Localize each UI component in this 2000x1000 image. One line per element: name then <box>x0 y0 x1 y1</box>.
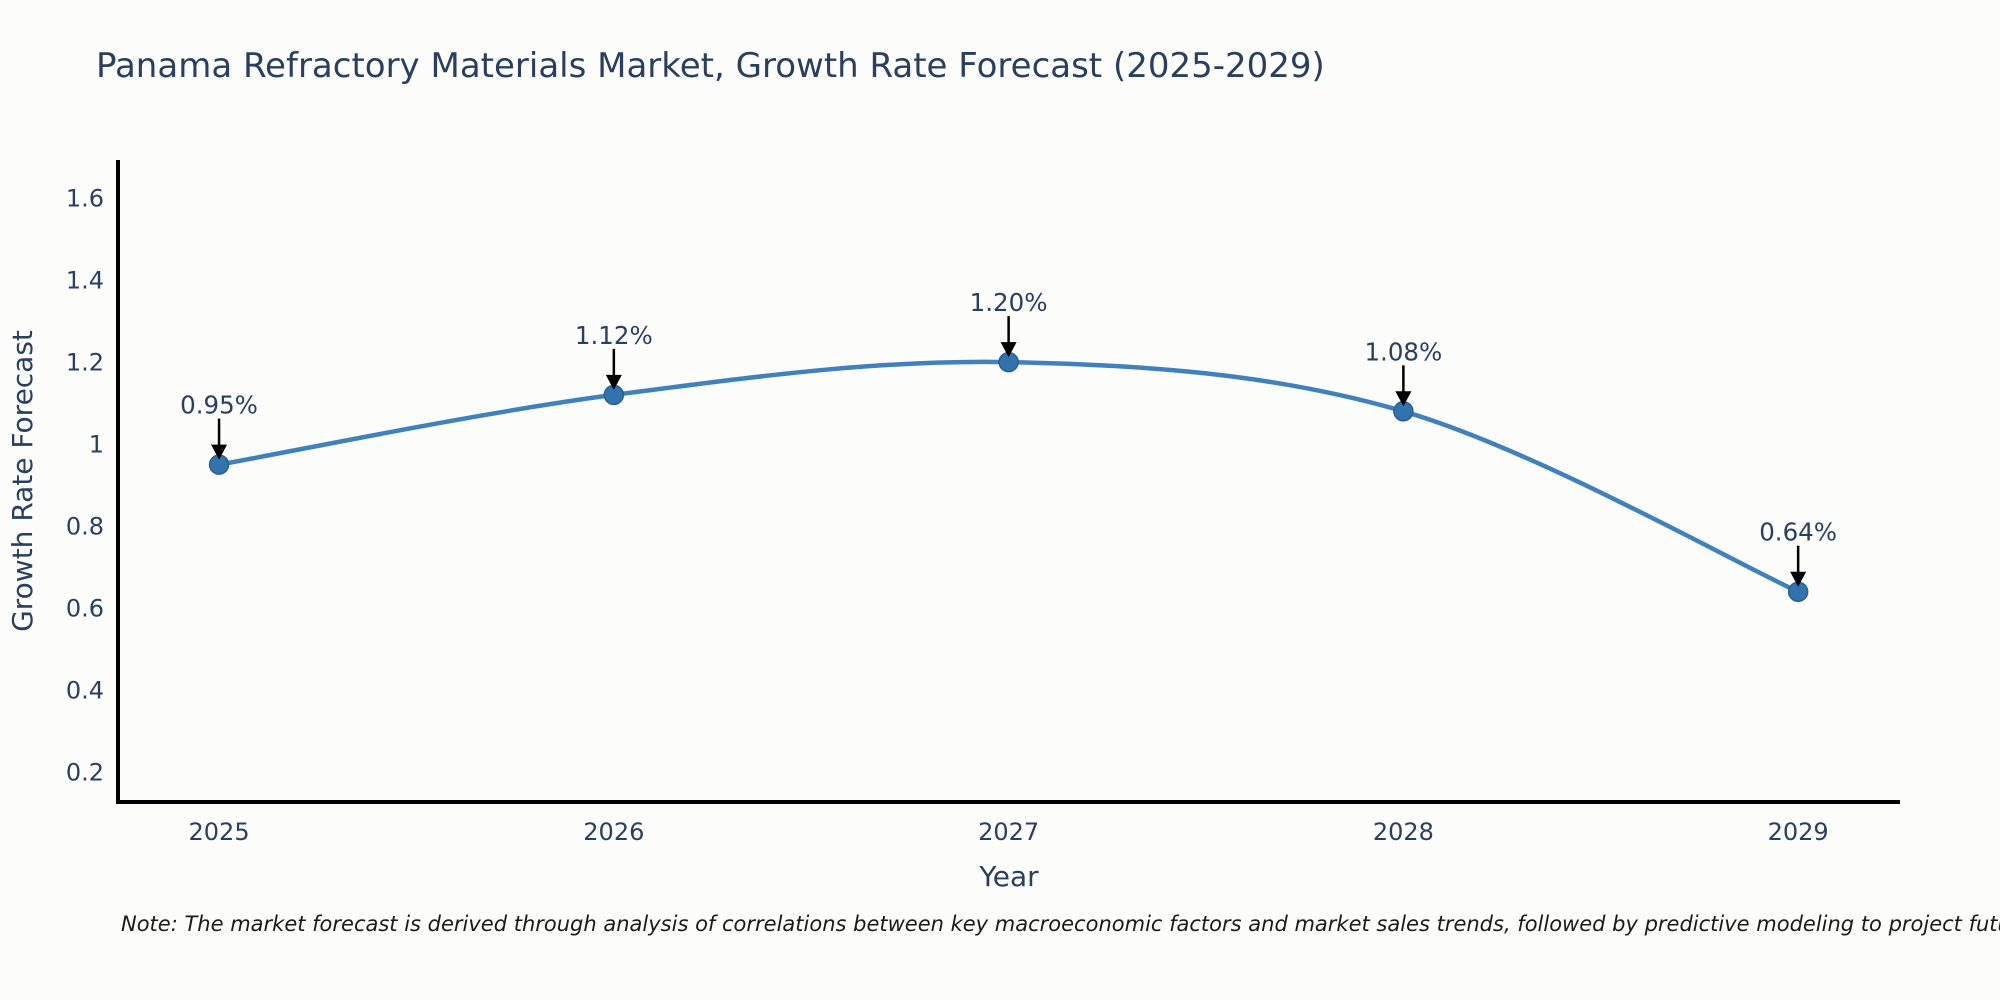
x-tick-label: 2026 <box>583 818 644 846</box>
y-tick-label: 0.2 <box>66 759 104 787</box>
annotation-arrow-head <box>1395 391 1412 407</box>
x-tick-label: 2028 <box>1373 818 1434 846</box>
footnote: Note: The market forecast is derived thr… <box>121 912 2000 936</box>
data-point-label: 0.95% <box>180 391 258 420</box>
annotation-arrow-head <box>1790 571 1807 587</box>
x-tick-label: 2025 <box>189 818 250 846</box>
x-tick-label: 2027 <box>978 818 1039 846</box>
data-point-label: 1.08% <box>1364 337 1442 366</box>
data-point-label: 1.20% <box>970 288 1048 317</box>
axis-spines <box>116 160 1900 804</box>
data-point-label: 0.64% <box>1759 518 1837 547</box>
data-point-label: 1.12% <box>575 321 653 350</box>
y-axis-title: Growth Rate Forecast <box>6 330 39 632</box>
chart-title: Panama Refractory Materials Market, Grow… <box>96 46 1325 86</box>
y-tick-label: 1.4 <box>66 267 104 295</box>
annotation-arrow-head <box>1000 342 1017 358</box>
annotation-arrow-head <box>605 374 622 390</box>
trend-line <box>216 359 1801 594</box>
y-tick-label: 1.2 <box>66 349 104 377</box>
y-tick-label: 0.4 <box>66 677 104 705</box>
y-tick-label: 1 <box>89 431 104 459</box>
y-tick-label: 0.6 <box>66 595 104 623</box>
y-tick-label: 1.6 <box>66 185 104 213</box>
x-axis-title: Year <box>978 860 1039 893</box>
annotation-arrow-head <box>211 444 228 460</box>
x-tick-label: 2029 <box>1768 818 1829 846</box>
y-tick-label: 0.8 <box>66 513 104 541</box>
